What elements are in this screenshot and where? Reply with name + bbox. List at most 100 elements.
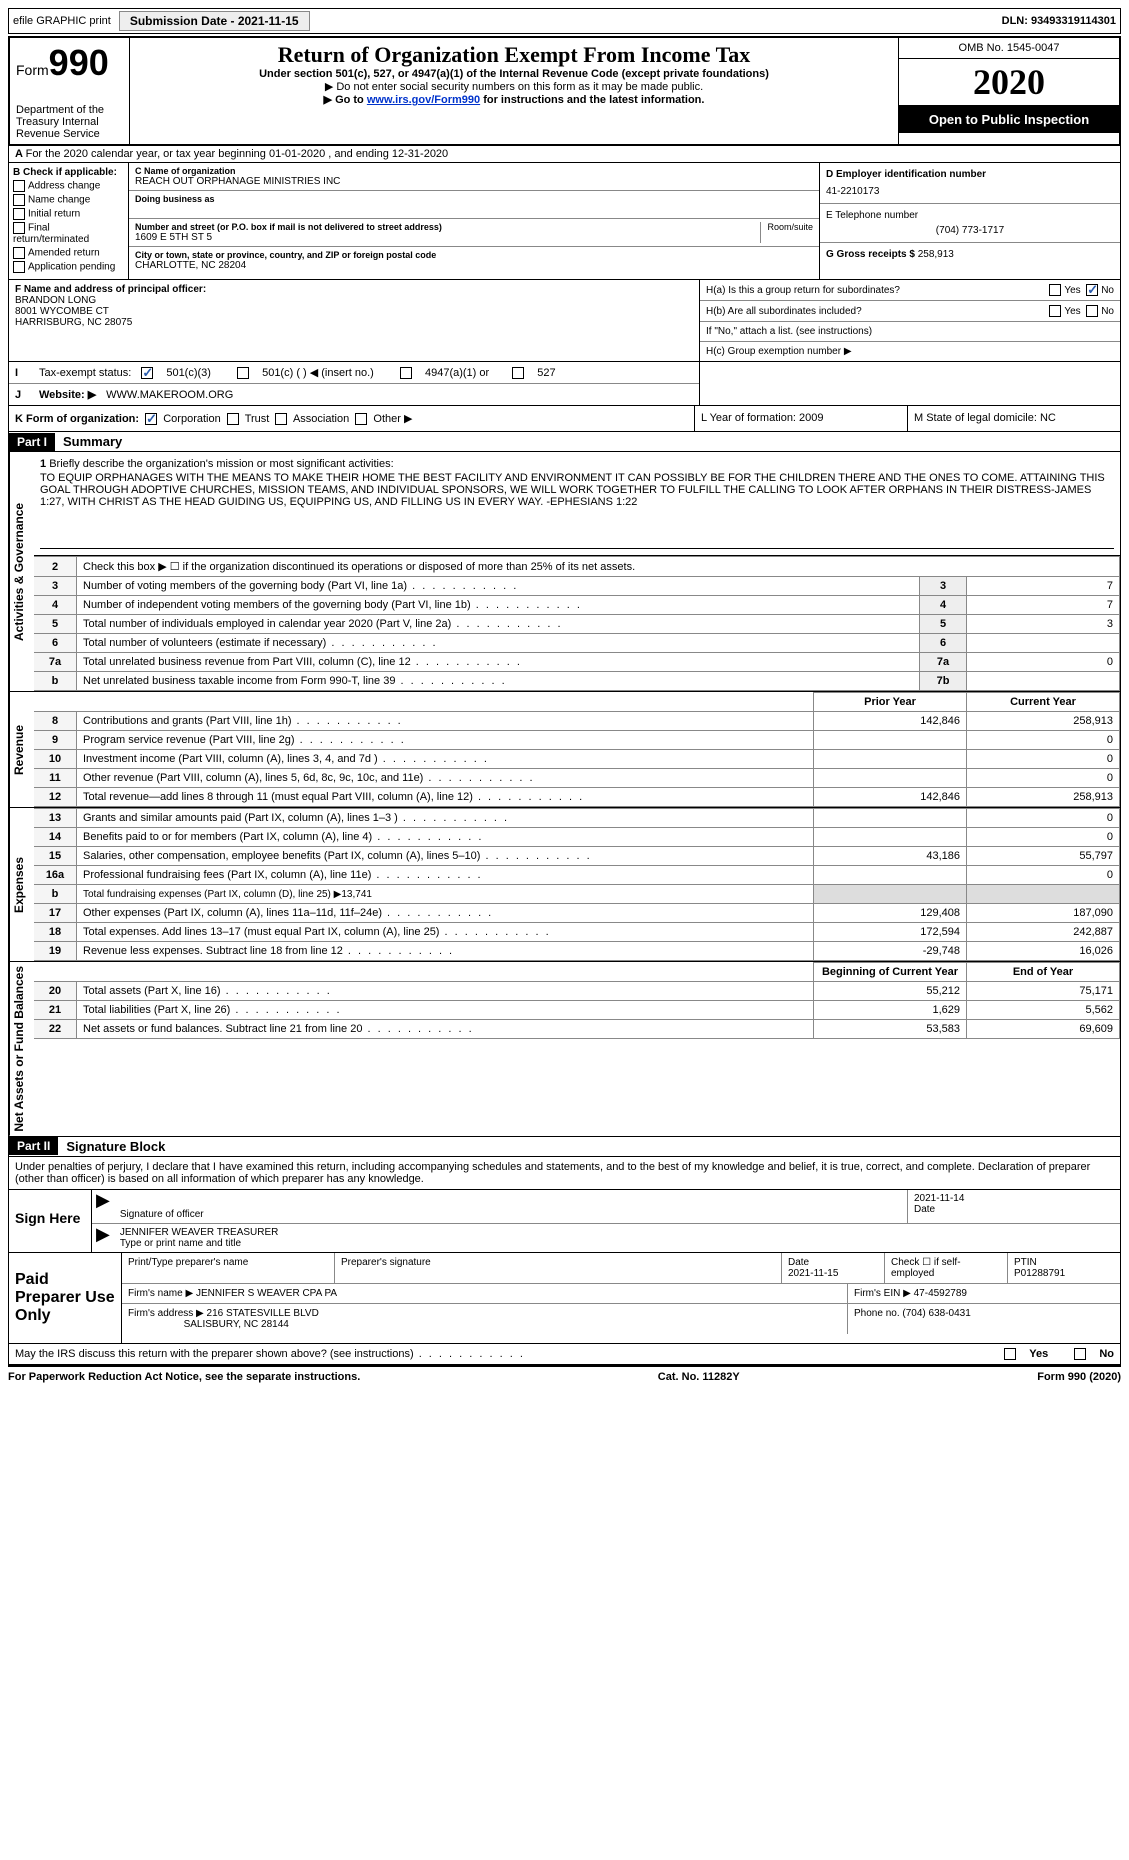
cb-initial[interactable]	[13, 208, 25, 220]
vtab-revenue: Revenue	[9, 692, 34, 807]
firm-phone: (704) 638-0431	[902, 1308, 970, 1319]
row-klm: K Form of organization: Corporation Trus…	[8, 406, 1121, 432]
table-row: 9Program service revenue (Part VIII, lin…	[34, 731, 1120, 750]
sign-here-label: Sign Here	[9, 1190, 92, 1252]
form-subtitle: Under section 501(c), 527, or 4947(a)(1)…	[138, 68, 890, 80]
cb-pending[interactable]	[13, 261, 25, 273]
governance-table: 2Check this box ▶ ☐ if the organization …	[34, 556, 1120, 691]
open-inspection: Open to Public Inspection	[899, 106, 1119, 133]
cb-address[interactable]	[13, 180, 25, 192]
table-row: 19Revenue less expenses. Subtract line 1…	[34, 942, 1120, 961]
form-right: OMB No. 1545-0047 2020 Open to Public In…	[899, 38, 1119, 144]
part2-header: Part II Signature Block	[8, 1137, 1121, 1157]
arrow-icon: ▶	[92, 1190, 114, 1223]
arrow-icon: ▶	[92, 1224, 114, 1252]
penalty-text: Under penalties of perjury, I declare th…	[8, 1157, 1121, 1190]
cb-ha-no[interactable]	[1086, 284, 1098, 296]
sign-here-block: Sign Here ▶ Signature of officer 2021-11…	[8, 1190, 1121, 1253]
cb-501c[interactable]	[237, 367, 249, 379]
cb-ha-yes[interactable]	[1049, 284, 1061, 296]
table-row: 21Total liabilities (Part X, line 26)1,6…	[34, 1001, 1120, 1020]
efile-label: efile GRAPHIC print	[13, 15, 111, 27]
table-row: bTotal fundraising expenses (Part IX, co…	[34, 885, 1120, 904]
table-row: 8Contributions and grants (Part VIII, li…	[34, 712, 1120, 731]
firm-name: JENNIFER S WEAVER CPA PA	[196, 1288, 337, 1299]
table-row: 15Salaries, other compensation, employee…	[34, 847, 1120, 866]
tax-year: 2020	[899, 59, 1119, 106]
cb-trust[interactable]	[227, 413, 239, 425]
cb-amended[interactable]	[13, 247, 25, 259]
table-row: 4Number of independent voting members of…	[34, 596, 1120, 615]
preparer-block: Paid Preparer Use Only Print/Type prepar…	[8, 1253, 1121, 1344]
table-row: 6Total number of volunteers (estimate if…	[34, 634, 1120, 653]
year-formation: L Year of formation: 2009	[695, 406, 908, 431]
website-value: WWW.MAKEROOM.ORG	[106, 389, 233, 401]
section-a-row: A For the 2020 calendar year, or tax yea…	[8, 146, 1121, 163]
box-b: B Check if applicable: Address change Na…	[9, 163, 129, 279]
cb-other[interactable]	[355, 413, 367, 425]
vtab-netassets: Net Assets or Fund Balances	[9, 962, 34, 1136]
discuss-row: May the IRS discuss this return with the…	[8, 1344, 1121, 1365]
paid-preparer-label: Paid Preparer Use Only	[9, 1253, 122, 1343]
part1-header: Part I Summary	[8, 432, 1121, 452]
efile-bar: efile GRAPHIC print Submission Date - 20…	[8, 8, 1121, 34]
row-i: I Tax-exempt status: 501(c)(3) 501(c) ( …	[9, 362, 699, 384]
table-row: 16aProfessional fundraising fees (Part I…	[34, 866, 1120, 885]
cb-4947[interactable]	[400, 367, 412, 379]
officer-name: JENNIFER WEAVER TREASURER	[120, 1227, 1114, 1238]
mission-text: TO EQUIP ORPHANAGES WITH THE MEANS TO MA…	[40, 472, 1114, 508]
irs-link[interactable]: www.irs.gov/Form990	[367, 94, 480, 106]
netassets-section: Net Assets or Fund Balances Beginning of…	[8, 962, 1121, 1137]
table-row: 10Investment income (Part VIII, column (…	[34, 750, 1120, 769]
row-j: J Website: ▶ WWW.MAKEROOM.ORG	[9, 384, 699, 405]
box-d-e-g: D Employer identification number 41-2210…	[820, 163, 1120, 279]
table-row: 2Check this box ▶ ☐ if the organization …	[34, 557, 1120, 577]
form-note1: ▶ Do not enter social security numbers o…	[138, 80, 890, 93]
revenue-section: Revenue Prior Year Current Year 8Contrib…	[8, 692, 1121, 808]
expenses-section: Expenses 13Grants and similar amounts pa…	[8, 808, 1121, 962]
form-word: Form	[16, 62, 49, 78]
vtab-expenses: Expenses	[9, 808, 34, 961]
cb-corp[interactable]	[145, 413, 157, 425]
ptin-value: P01288791	[1014, 1268, 1065, 1279]
box-f: F Name and address of principal officer:…	[9, 280, 700, 361]
cb-hb-yes[interactable]	[1049, 305, 1061, 317]
table-row: 12Total revenue—add lines 8 through 11 (…	[34, 788, 1120, 807]
form-title: Return of Organization Exempt From Incom…	[138, 42, 890, 68]
cb-501c3[interactable]	[141, 367, 153, 379]
org-name: REACH OUT ORPHANAGE MINISTRIES INC	[135, 176, 813, 187]
form-number: 990	[49, 42, 109, 83]
state-domicile: M State of legal domicile: NC	[908, 406, 1120, 431]
cb-527[interactable]	[512, 367, 524, 379]
box-c: C Name of organization REACH OUT ORPHANA…	[129, 163, 820, 279]
cb-assoc[interactable]	[275, 413, 287, 425]
cb-discuss-yes[interactable]	[1004, 1348, 1016, 1360]
table-row: 3Number of voting members of the governi…	[34, 577, 1120, 596]
form-note2: ▶ Go to www.irs.gov/Form990 for instruct…	[138, 93, 890, 106]
form-header: Form990 Department of the Treasury Inter…	[8, 36, 1121, 146]
info-grid: B Check if applicable: Address change Na…	[8, 163, 1121, 280]
dln-label: DLN: 93493319114301	[1002, 15, 1116, 27]
box-h: H(a) Is this a group return for subordin…	[700, 280, 1120, 361]
cb-discuss-no[interactable]	[1074, 1348, 1086, 1360]
governance-section: Activities & Governance 1 Briefly descri…	[8, 452, 1121, 692]
table-row: 14Benefits paid to or for members (Part …	[34, 828, 1120, 847]
cb-name[interactable]	[13, 194, 25, 206]
cb-final[interactable]	[13, 222, 25, 234]
submission-date-button[interactable]: Submission Date - 2021-11-15	[119, 11, 310, 31]
room-suite-label: Room/suite	[761, 222, 813, 243]
org-address: 1609 E 5TH ST 5	[135, 232, 754, 243]
table-row: 22Net assets or fund balances. Subtract …	[34, 1020, 1120, 1039]
check-list: Address change Name change Initial retur…	[13, 180, 124, 273]
table-row: 17Other expenses (Part IX, column (A), l…	[34, 904, 1120, 923]
table-row: bNet unrelated business taxable income f…	[34, 672, 1120, 691]
dept-label: Department of the Treasury Internal Reve…	[16, 104, 123, 140]
revenue-table: Prior Year Current Year 8Contributions a…	[34, 692, 1120, 807]
phone-value: (704) 773-1717	[826, 225, 1114, 236]
gross-receipts: 258,913	[918, 249, 954, 260]
table-row: 13Grants and similar amounts paid (Part …	[34, 809, 1120, 828]
org-city: CHARLOTTE, NC 28204	[135, 260, 813, 271]
cb-hb-no[interactable]	[1086, 305, 1098, 317]
table-row: 7aTotal unrelated business revenue from …	[34, 653, 1120, 672]
firm-ein: 47-4592789	[914, 1288, 967, 1299]
